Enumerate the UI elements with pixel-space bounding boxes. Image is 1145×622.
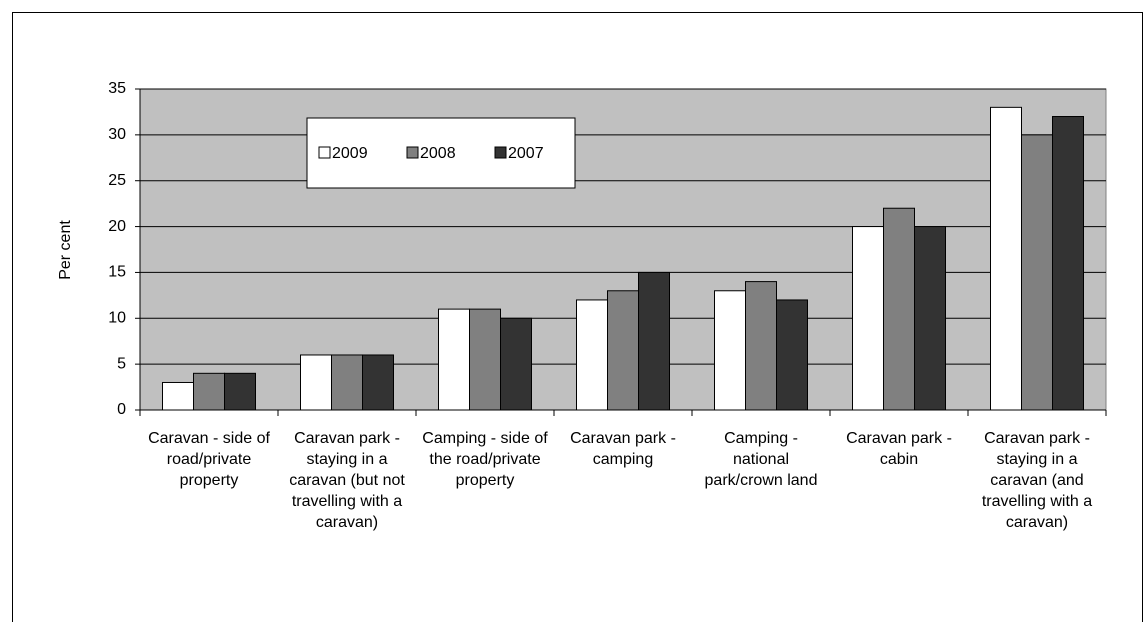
bar	[469, 308, 501, 411]
bar	[745, 281, 777, 411]
bar	[162, 381, 194, 411]
legend-label: 2008	[420, 145, 456, 162]
x-tick-label: Caravan park - cabin	[846, 430, 952, 468]
y-tick-label: 20	[108, 218, 126, 235]
legend-swatch	[318, 146, 331, 159]
bar	[638, 271, 670, 411]
y-axis-label: Per cent	[57, 220, 74, 280]
y-tick-label: 25	[108, 172, 126, 189]
x-tick-label: Camping - national park/crown land	[704, 430, 818, 489]
x-tick-label: Caravan park - camping	[570, 430, 676, 468]
x-tick-label: Caravan park - staying in a caravan (but…	[289, 430, 405, 531]
bar	[193, 372, 225, 411]
legend-label: 2007	[508, 145, 544, 162]
bar	[714, 290, 746, 411]
bar	[331, 354, 363, 411]
bar	[883, 207, 915, 411]
bar	[438, 308, 470, 411]
bar	[224, 372, 256, 411]
bar	[576, 299, 608, 411]
bar	[1021, 134, 1053, 411]
bar	[990, 106, 1022, 411]
y-tick-label: 0	[117, 401, 126, 418]
bar	[1052, 116, 1084, 411]
y-tick-label: 15	[108, 264, 126, 281]
bar	[914, 226, 946, 411]
bar	[500, 317, 532, 411]
bar	[776, 299, 808, 411]
x-tick-label: Caravan park - staying in a caravan (and…	[981, 430, 1093, 531]
bar	[607, 290, 639, 411]
bar	[362, 354, 394, 411]
bar	[300, 354, 332, 411]
bar	[852, 226, 884, 411]
legend-swatch	[406, 146, 419, 159]
y-tick-label: 10	[108, 310, 126, 327]
chart-border	[12, 12, 1143, 622]
x-tick-label: Camping - side of the road/private prope…	[422, 430, 548, 489]
y-tick-label: 30	[108, 126, 126, 143]
legend-label: 2009	[332, 145, 368, 162]
y-tick-label: 5	[117, 355, 126, 372]
y-tick-label: 35	[108, 80, 126, 97]
x-tick-label: Caravan - side of road/private property	[148, 430, 270, 489]
legend-swatch	[494, 146, 507, 159]
legend-box	[306, 117, 576, 189]
